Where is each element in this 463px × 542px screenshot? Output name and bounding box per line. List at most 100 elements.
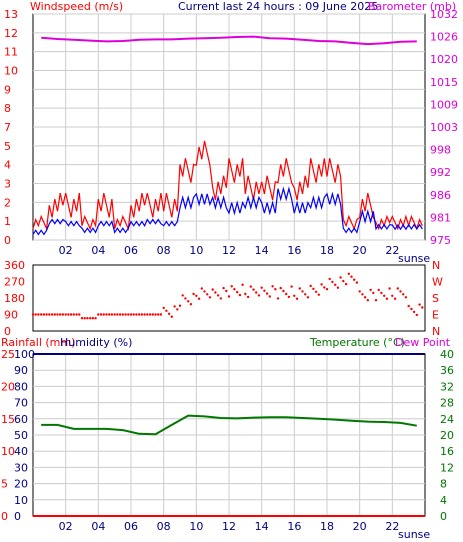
direction-point (146, 313, 149, 316)
direction-point (154, 313, 157, 316)
direction-point (192, 292, 195, 296)
direction-point (162, 306, 165, 310)
direction-point (366, 299, 369, 302)
direction-point (53, 313, 56, 316)
direction-point (140, 313, 144, 316)
direction-tick-label: 0 (4, 325, 11, 338)
temperature-tick-label: 12 (440, 461, 454, 474)
wind-tick-label: 0 (4, 234, 11, 247)
direction-point (246, 295, 250, 299)
direction-point (159, 313, 163, 316)
sunset-label-2: sunse (398, 528, 430, 541)
barometer-tick-label: 1003 (430, 121, 458, 134)
direction-point (377, 288, 380, 292)
direction-point (86, 317, 89, 320)
direction-point (56, 313, 59, 316)
direction-point (418, 303, 421, 306)
barometer-title: Barometer (mb) (368, 0, 456, 13)
humidity-tick-label: 50 (14, 429, 28, 442)
barometer-tick-label: 981 (430, 211, 451, 224)
direction-point (298, 287, 301, 290)
direction-point (383, 294, 386, 297)
wind-gust-line (32, 140, 423, 231)
direction-point (99, 313, 103, 316)
direction-point (143, 313, 146, 316)
direction-point (42, 313, 46, 316)
direction-point (312, 287, 315, 290)
direction-point (138, 313, 141, 316)
direction-point (214, 291, 217, 294)
direction-point (293, 294, 296, 297)
rainfall-tick-label: 20 (1, 380, 15, 393)
direction-point (396, 287, 399, 290)
temperature-tick-label: 8 (440, 478, 447, 491)
humidity-tick-label: 0 (14, 510, 21, 523)
direction-point (225, 289, 228, 293)
wind-tick-label: 12 (4, 27, 18, 40)
direction-point (230, 285, 233, 288)
barometer-tick-label: 1026 (430, 31, 458, 44)
direction-point (257, 294, 261, 297)
barometer-tick-label: 992 (430, 166, 451, 179)
barometer-tick-label: 975 (430, 234, 451, 247)
humidity-x-tick-label: 12 (222, 520, 236, 533)
temperature-tick-label: 24 (440, 413, 454, 426)
wind-tick-label: 5 (4, 140, 11, 153)
humidity-x-tick-label: 02 (59, 520, 73, 533)
direction-point (45, 313, 48, 316)
humidity-tick-label: 10 (14, 494, 28, 507)
direction-point (110, 313, 114, 316)
temperature-tick-label: 32 (440, 380, 454, 393)
barometer-tick-label: 998 (430, 144, 451, 157)
wind-tick-label: 7 (4, 121, 11, 134)
direction-point (105, 313, 108, 316)
direction-point (323, 286, 326, 289)
rainfall-tick-label: 15 (1, 413, 15, 426)
direction-point (282, 289, 285, 293)
direction-point (309, 284, 312, 288)
direction-point (353, 278, 356, 281)
direction-point (206, 293, 209, 296)
direction-point (184, 297, 187, 300)
direction-point (127, 313, 130, 316)
rainfall-tick-label: 25 (1, 348, 15, 361)
direction-point (102, 313, 106, 316)
wind-tick-label: 9 (4, 83, 11, 96)
barometer-tick-label: 1009 (430, 98, 458, 111)
wind-x-tick-label: 08 (157, 244, 171, 257)
direction-point (361, 293, 364, 296)
humidity-tick-label: 60 (14, 413, 28, 426)
humidity-x-tick-label: 20 (353, 520, 367, 533)
humidity-tick-label: 100 (14, 348, 35, 361)
direction-point (290, 285, 293, 288)
wind-x-tick-label: 22 (385, 244, 399, 257)
direction-point (69, 313, 73, 316)
direction-point (314, 290, 318, 293)
wind-tick-label: 2 (4, 196, 11, 209)
direction-point (236, 290, 239, 294)
direction-point (268, 295, 271, 298)
direction-plot-frame (32, 264, 426, 332)
direction-point (211, 288, 214, 291)
direction-point (157, 313, 160, 316)
axis-ticks: 0123457891011121397598198699299810031009… (1, 8, 458, 533)
direction-compass-label: N (432, 325, 440, 338)
humidity-x-tick-label: 06 (124, 520, 138, 533)
direction-tick-label: 270 (4, 276, 25, 289)
humidity-x-tick-label: 18 (320, 520, 334, 533)
direction-point (358, 290, 361, 293)
wind-x-tick-label: 02 (59, 244, 73, 257)
direction-point (350, 275, 353, 278)
direction-point (374, 299, 378, 302)
direction-point (173, 305, 176, 308)
direction-point (285, 292, 288, 296)
barometer-tick-label: 1020 (430, 53, 458, 66)
direction-point (260, 286, 263, 289)
direction-point (94, 317, 97, 320)
rainfall-label: Rainfall (mm) (1, 336, 75, 349)
direction-point (347, 272, 350, 275)
barometer-tick-label: 1032 (430, 8, 458, 21)
direction-point (363, 296, 367, 299)
temperature-tick-label: 0 (440, 510, 447, 523)
direction-point (40, 313, 43, 316)
